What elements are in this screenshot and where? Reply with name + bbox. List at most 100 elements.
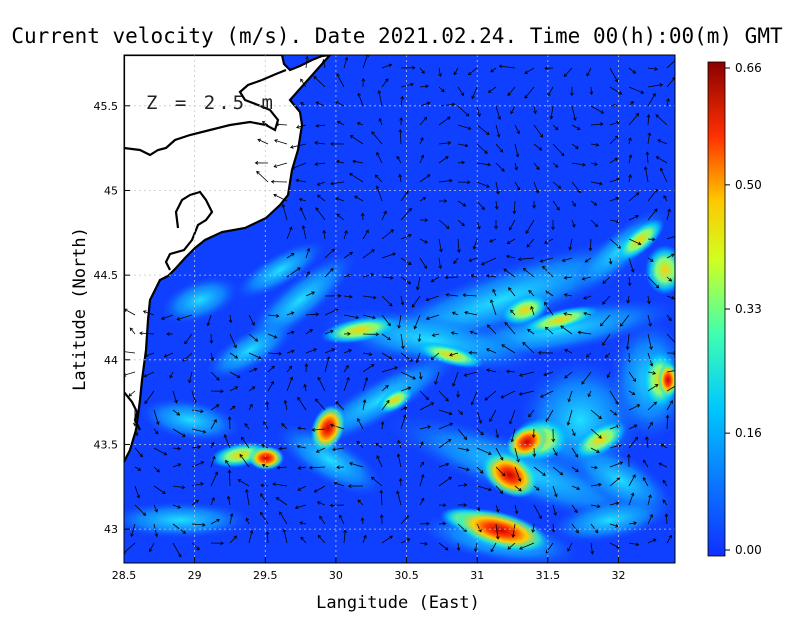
current-arrow xyxy=(462,293,478,298)
current-arrow xyxy=(539,257,554,263)
current-arrow xyxy=(628,492,635,506)
current-arrow xyxy=(415,352,421,364)
current-arrow xyxy=(609,120,620,126)
current-arrow xyxy=(172,428,186,437)
current-arrow xyxy=(315,101,326,107)
current-arrow xyxy=(628,542,640,547)
current-arrow xyxy=(544,326,554,335)
current-arrow xyxy=(289,143,307,149)
current-arrow xyxy=(609,196,620,202)
current-arrow xyxy=(313,75,326,88)
current-arrow xyxy=(210,541,224,546)
current-arrow xyxy=(647,314,652,327)
current-arrow xyxy=(244,423,250,430)
current-arrow xyxy=(134,504,147,516)
current-arrow xyxy=(457,219,465,227)
current-arrow xyxy=(349,135,364,145)
current-arrow xyxy=(585,352,592,358)
current-arrow xyxy=(606,371,611,379)
current-arrow xyxy=(518,371,535,377)
current-arrow xyxy=(300,78,307,88)
current-arrow xyxy=(265,401,270,411)
current-arrow xyxy=(324,348,336,354)
current-arrow xyxy=(549,105,554,120)
current-arrow xyxy=(176,314,193,321)
current-arrow xyxy=(609,177,621,183)
current-arrow xyxy=(495,466,506,477)
current-arrow xyxy=(564,349,573,354)
current-arrow xyxy=(514,124,520,135)
current-arrow xyxy=(453,67,459,76)
current-arrow xyxy=(296,124,307,129)
current-arrow xyxy=(438,102,456,107)
current-arrow xyxy=(316,181,326,186)
current-arrow xyxy=(438,422,454,430)
current-arrow xyxy=(417,333,422,343)
current-arrow xyxy=(457,503,468,507)
current-arrow xyxy=(239,453,250,468)
current-arrow xyxy=(261,121,269,126)
current-arrow xyxy=(647,83,664,88)
x-tick-label: 31 xyxy=(470,569,484,582)
current-arrow xyxy=(354,195,364,202)
current-arrow xyxy=(544,238,554,244)
current-arrow xyxy=(495,428,500,439)
current-arrow xyxy=(457,124,472,131)
current-arrow xyxy=(248,403,253,411)
current-arrow xyxy=(626,295,631,304)
current-arrow xyxy=(532,447,537,458)
current-arrow xyxy=(172,463,182,468)
current-arrow xyxy=(471,86,478,100)
colorbar: 0.66 0.50 0.33 0.16 0.00 xyxy=(707,61,762,557)
current-arrow xyxy=(560,325,573,335)
current-arrow xyxy=(335,159,345,164)
current-arrow xyxy=(286,349,295,354)
current-arrow xyxy=(400,386,412,392)
land-mass xyxy=(124,55,332,463)
current-arrow xyxy=(527,328,535,335)
current-arrow xyxy=(506,369,516,374)
current-arrow xyxy=(124,308,136,316)
current-arrow xyxy=(283,399,288,411)
current-arrow xyxy=(418,371,423,380)
current-arrow xyxy=(507,542,516,550)
current-arrow xyxy=(528,289,535,297)
current-arrow xyxy=(581,371,592,385)
current-arrow xyxy=(415,276,421,291)
current-arrow xyxy=(476,409,483,424)
current-arrow xyxy=(374,174,383,183)
current-arrow xyxy=(294,504,307,510)
current-arrow xyxy=(286,253,295,259)
current-arrow xyxy=(191,461,205,468)
current-arrow xyxy=(473,542,478,553)
current-arrow xyxy=(647,208,658,221)
current-arrow xyxy=(468,257,478,262)
colorbar-tick-label: 0.66 xyxy=(735,61,762,75)
current-arrow xyxy=(528,409,535,418)
current-arrow xyxy=(191,409,204,414)
current-arrow xyxy=(647,421,653,430)
current-arrow xyxy=(514,162,519,171)
current-arrow xyxy=(134,428,139,437)
current-arrow xyxy=(210,455,216,468)
velocity-patch xyxy=(376,386,414,414)
current-arrow xyxy=(267,314,280,318)
current-arrow xyxy=(609,135,619,145)
current-arrow xyxy=(571,485,581,491)
current-arrow xyxy=(628,390,636,395)
current-arrow xyxy=(210,352,215,362)
current-arrow xyxy=(587,390,592,398)
current-arrow xyxy=(609,157,619,164)
current-arrow xyxy=(229,386,239,392)
current-arrow xyxy=(356,121,364,126)
current-arrow xyxy=(628,424,638,430)
current-arrow xyxy=(297,396,307,411)
current-arrow xyxy=(571,143,579,149)
current-arrow xyxy=(498,64,516,69)
current-arrow xyxy=(274,139,288,145)
current-arrow xyxy=(308,465,326,470)
current-arrow xyxy=(526,238,535,248)
current-arrow xyxy=(376,151,383,164)
current-arrow xyxy=(564,371,573,379)
current-arrow xyxy=(317,376,326,392)
